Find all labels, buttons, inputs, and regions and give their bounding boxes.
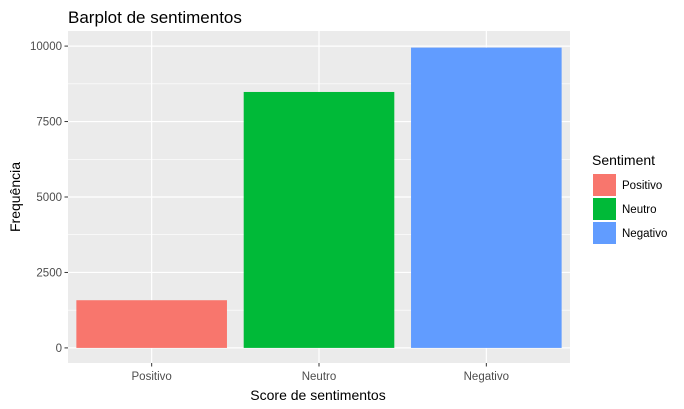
y-axis-title: Frequência <box>7 162 23 232</box>
y-axis: 0 2500 5000 7500 10000 <box>30 41 68 355</box>
legend-key-negativo <box>593 222 616 244</box>
y-tick-label: 5000 <box>36 192 62 204</box>
y-tick-label: 2500 <box>36 267 62 279</box>
legend-key-positivo <box>593 174 616 196</box>
y-tick-label: 10000 <box>30 41 62 53</box>
x-tick-label: Neutro <box>302 371 337 383</box>
legend-label: Neutro <box>622 204 657 216</box>
x-tick-label: Negativo <box>464 371 509 383</box>
bar-neutro <box>243 91 395 348</box>
y-tick-label: 0 <box>56 343 62 355</box>
x-axis: Positivo Neutro Negativo <box>132 363 509 383</box>
x-axis-title: Score de sentimentos <box>250 387 385 403</box>
legend-label: Negativo <box>622 228 667 240</box>
y-tick-label: 7500 <box>36 117 62 129</box>
bars <box>76 47 562 348</box>
legend-label: Positivo <box>622 180 662 192</box>
legend-key-neutro <box>593 198 616 220</box>
chart-title: Barplot de sentimentos <box>68 8 242 27</box>
bar-negativo <box>411 47 562 348</box>
x-tick-label: Positivo <box>132 371 172 383</box>
bar-positivo <box>76 300 227 348</box>
legend-title: Sentiment <box>592 152 655 168</box>
legend: Sentiment Positivo Neutro Negativo <box>592 152 667 244</box>
